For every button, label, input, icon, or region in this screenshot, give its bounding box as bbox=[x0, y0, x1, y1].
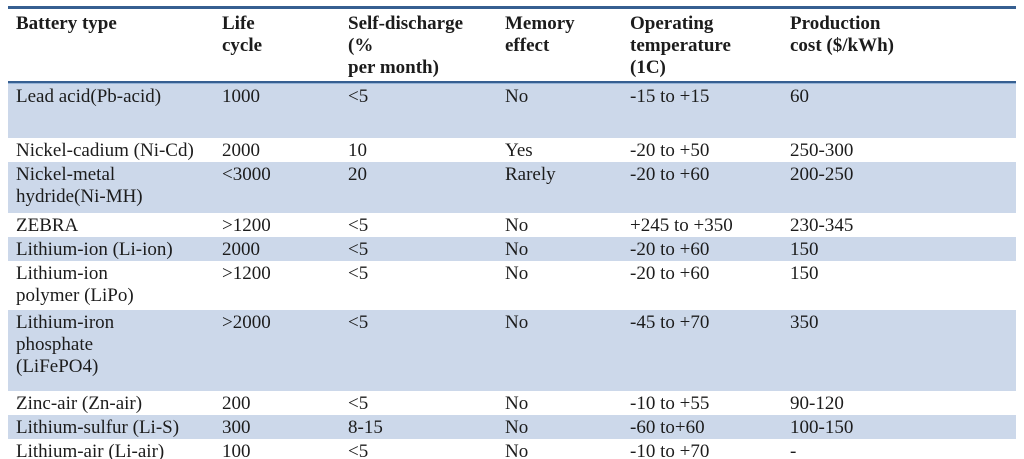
cell-self-discharge: <5 bbox=[340, 237, 497, 261]
cell-operating-temperature: -10 to +55 bbox=[622, 391, 782, 415]
cell-memory-effect: Yes bbox=[497, 138, 622, 162]
table-row: Lithium-ion (Li-ion) 2000 <5 No -20 to +… bbox=[8, 237, 1016, 261]
cell-battery-type: Zinc-air (Zn-air) bbox=[8, 391, 214, 415]
cell-battery-type: Lead acid(Pb-acid) bbox=[8, 83, 214, 138]
cell-operating-temperature: -15 to +15 bbox=[622, 83, 782, 138]
cell-production-cost: 350 bbox=[782, 310, 1016, 391]
table-row: Zinc-air (Zn-air) 200 <5 No -10 to +55 9… bbox=[8, 391, 1016, 415]
cell-battery-type: Nickel-metal hydride(Ni-MH) bbox=[8, 162, 214, 213]
table-row: Lead acid(Pb-acid) 1000 <5 No -15 to +15… bbox=[8, 83, 1016, 138]
cell-operating-temperature: -20 to +60 bbox=[622, 261, 782, 310]
cell-life-cycle: 2000 bbox=[214, 138, 340, 162]
header-operating-temperature: Operating temperature (1C) bbox=[622, 9, 782, 83]
cell-life-cycle: >1200 bbox=[214, 261, 340, 310]
table-row: Lithium-air (Li-air) 100 <5 No -10 to +7… bbox=[8, 439, 1016, 459]
cell-production-cost: 250-300 bbox=[782, 138, 1016, 162]
cell-operating-temperature: -10 to +70 bbox=[622, 439, 782, 459]
cell-operating-temperature: +245 to +350 bbox=[622, 213, 782, 237]
cell-production-cost: 60 bbox=[782, 83, 1016, 138]
cell-self-discharge: <5 bbox=[340, 391, 497, 415]
cell-self-discharge: 10 bbox=[340, 138, 497, 162]
cell-production-cost: 200-250 bbox=[782, 162, 1016, 213]
header-row: Battery type Life cycle Self-discharge (… bbox=[8, 9, 1016, 83]
cell-battery-type: Lithium-sulfur (Li-S) bbox=[8, 415, 214, 439]
cell-operating-temperature: -60 to+60 bbox=[622, 415, 782, 439]
cell-self-discharge: <5 bbox=[340, 310, 497, 391]
battery-comparison-table: Battery type Life cycle Self-discharge (… bbox=[8, 6, 1016, 459]
cell-life-cycle: 300 bbox=[214, 415, 340, 439]
cell-memory-effect: No bbox=[497, 439, 622, 459]
cell-self-discharge: <5 bbox=[340, 213, 497, 237]
cell-memory-effect: No bbox=[497, 83, 622, 138]
header-battery-type: Battery type bbox=[8, 9, 214, 83]
cell-production-cost: 230-345 bbox=[782, 213, 1016, 237]
cell-battery-type: Nickel-cadium (Ni-Cd) bbox=[8, 138, 214, 162]
cell-operating-temperature: -20 to +60 bbox=[622, 162, 782, 213]
cell-self-discharge: <5 bbox=[340, 261, 497, 310]
cell-battery-type: Lithium-ion (Li-ion) bbox=[8, 237, 214, 261]
cell-production-cost: 90-120 bbox=[782, 391, 1016, 415]
cell-memory-effect: No bbox=[497, 213, 622, 237]
cell-production-cost: 150 bbox=[782, 261, 1016, 310]
header-life-cycle: Life cycle bbox=[214, 9, 340, 83]
cell-battery-type: Lithium-air (Li-air) bbox=[8, 439, 214, 459]
cell-memory-effect: No bbox=[497, 415, 622, 439]
cell-life-cycle: 100 bbox=[214, 439, 340, 459]
table-row: Nickel-cadium (Ni-Cd) 2000 10 Yes -20 to… bbox=[8, 138, 1016, 162]
cell-life-cycle: >1200 bbox=[214, 213, 340, 237]
cell-self-discharge: <5 bbox=[340, 439, 497, 459]
cell-production-cost: 150 bbox=[782, 237, 1016, 261]
header-self-discharge: Self-discharge (% per month) bbox=[340, 9, 497, 83]
cell-production-cost: - bbox=[782, 439, 1016, 459]
table-row: ZEBRA >1200 <5 No +245 to +350 230-345 bbox=[8, 213, 1016, 237]
cell-life-cycle: 200 bbox=[214, 391, 340, 415]
header-memory-effect: Memory effect bbox=[497, 9, 622, 83]
table-row: Lithium-ion polymer (LiPo) >1200 <5 No -… bbox=[8, 261, 1016, 310]
table-row: Lithium-sulfur (Li-S) 300 8-15 No -60 to… bbox=[8, 415, 1016, 439]
cell-self-discharge: <5 bbox=[340, 83, 497, 138]
cell-operating-temperature: -20 to +50 bbox=[622, 138, 782, 162]
cell-self-discharge: 20 bbox=[340, 162, 497, 213]
table-row: Lithium-iron phosphate (LiFePO4) >2000 <… bbox=[8, 310, 1016, 391]
cell-life-cycle: >2000 bbox=[214, 310, 340, 391]
header-production-cost: Production cost ($/kWh) bbox=[782, 9, 1016, 83]
table-row: Nickel-metal hydride(Ni-MH) <3000 20 Rar… bbox=[8, 162, 1016, 213]
cell-battery-type: Lithium-iron phosphate (LiFePO4) bbox=[8, 310, 214, 391]
cell-operating-temperature: -20 to +60 bbox=[622, 237, 782, 261]
cell-memory-effect: No bbox=[497, 310, 622, 391]
cell-operating-temperature: -45 to +70 bbox=[622, 310, 782, 391]
cell-battery-type: ZEBRA bbox=[8, 213, 214, 237]
cell-memory-effect: No bbox=[497, 237, 622, 261]
cell-memory-effect: No bbox=[497, 391, 622, 415]
cell-self-discharge: 8-15 bbox=[340, 415, 497, 439]
cell-production-cost: 100-150 bbox=[782, 415, 1016, 439]
cell-life-cycle: 1000 bbox=[214, 83, 340, 138]
cell-memory-effect: No bbox=[497, 261, 622, 310]
cell-life-cycle: 2000 bbox=[214, 237, 340, 261]
cell-memory-effect: Rarely bbox=[497, 162, 622, 213]
cell-battery-type: Lithium-ion polymer (LiPo) bbox=[8, 261, 214, 310]
cell-life-cycle: <3000 bbox=[214, 162, 340, 213]
